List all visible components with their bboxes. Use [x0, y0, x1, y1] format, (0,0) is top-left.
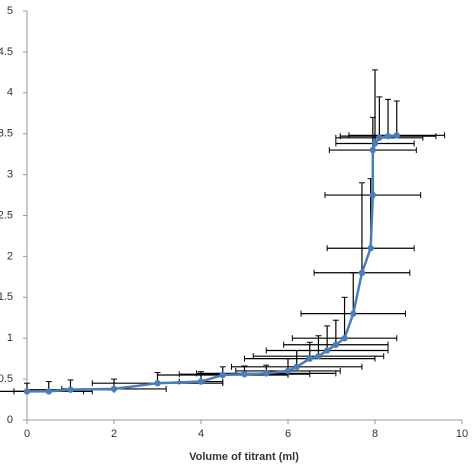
- data-point: [369, 191, 377, 199]
- data-point: [393, 132, 400, 139]
- y-tick-label: 4: [7, 87, 13, 99]
- data-line: [27, 134, 397, 393]
- data-point: [332, 341, 340, 348]
- data-point: [315, 352, 322, 360]
- data-point: [358, 269, 366, 276]
- y-tick-label: 1.5: [0, 291, 13, 303]
- x-tick-label: 4: [198, 428, 204, 440]
- y-tick-label: 3.5: [0, 128, 13, 140]
- data-point: [323, 347, 331, 354]
- data-point: [197, 378, 205, 385]
- data-point: [306, 355, 313, 362]
- data-point: [293, 363, 300, 371]
- y-tick-label: 2: [7, 250, 13, 262]
- y-tick-label: 4.5: [0, 46, 13, 58]
- y-tick-label: 0: [7, 414, 13, 426]
- data-point: [241, 370, 248, 378]
- data-point: [154, 379, 161, 387]
- y-tick-label: 2.5: [0, 209, 13, 221]
- y-tick-label: 1: [7, 332, 13, 344]
- data-point: [369, 146, 377, 154]
- x-axis-label: Volume of titrant (ml): [189, 451, 299, 463]
- data-point: [23, 388, 31, 395]
- data-point: [219, 371, 226, 379]
- x-tick-label: 0: [24, 428, 30, 440]
- data-point: [110, 385, 118, 393]
- data-point: [284, 367, 292, 375]
- data-point: [341, 335, 348, 342]
- y-tick-label: 5: [7, 5, 13, 17]
- data-point: [367, 245, 374, 252]
- data-point: [376, 134, 383, 141]
- data-point: [350, 310, 357, 317]
- data-point: [371, 140, 379, 147]
- data-point: [384, 132, 392, 140]
- x-tick-label: 2: [111, 428, 117, 440]
- data-point: [67, 386, 74, 393]
- data-point: [45, 388, 52, 395]
- x-tick-label: 10: [456, 428, 468, 440]
- data-point: [263, 370, 270, 377]
- x-tick-label: 8: [372, 428, 378, 440]
- y-tick-label: 0.5: [0, 373, 13, 385]
- y-tick-label: 3: [7, 169, 13, 181]
- x-tick-label: 6: [285, 428, 291, 440]
